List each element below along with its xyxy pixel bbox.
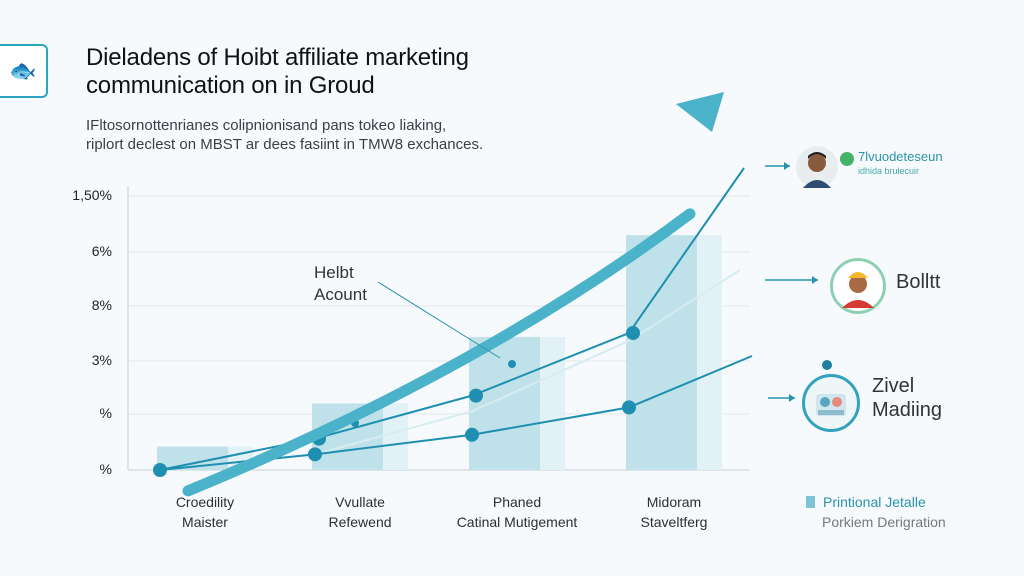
series-point: [469, 388, 483, 403]
x-category-label-line: Vvullate: [335, 494, 385, 510]
pointer-arrowhead: [789, 394, 795, 402]
x-category-label-line: Maister: [182, 514, 228, 530]
person-1-label: 7lvuodeteseun idhida brulecuir: [858, 150, 943, 178]
subtitle-line-1: IFltosornottenrianes colipnionisand pans…: [86, 117, 447, 134]
bar-highlight: [697, 235, 722, 470]
x-category-label: Vvullate Refewend: [270, 492, 450, 532]
pointer-arrowhead: [784, 162, 790, 170]
x-category-label-line: Refewend: [328, 514, 392, 530]
trend-arrow-body: [182, 208, 696, 497]
title-line-2: communication on in Groud: [86, 72, 375, 99]
series-point: [508, 360, 516, 368]
person-3-line-1: Zivel: [872, 375, 915, 397]
bar-highlight: [540, 336, 565, 470]
pin-dot: [822, 360, 832, 370]
person-icon: [803, 152, 831, 188]
trend-arrow: [182, 92, 724, 497]
callout-label: Helbt Acount: [314, 262, 367, 306]
series-point: [308, 447, 322, 462]
y-tick-label: 1,50%: [72, 187, 112, 203]
logo-badge: 🐟: [0, 44, 48, 98]
legend-entry: Printional Jetalle: [806, 492, 946, 512]
callout-line-2: Acount: [314, 285, 367, 304]
legend-label: Printional Jetalle: [823, 494, 926, 510]
y-tick-label: %: [99, 405, 112, 421]
person-avatar-2: [830, 258, 886, 314]
team-icon: [816, 394, 846, 416]
bar: [469, 336, 541, 470]
chart-subtitle: IFltosornottenrianes colipnionisand pans…: [86, 116, 646, 154]
worker-icon: [842, 272, 874, 308]
series-point: [626, 326, 640, 340]
person-2-label: Bolltt: [896, 271, 941, 293]
x-category-label: Croedility Maister: [115, 492, 295, 532]
bars: [157, 235, 722, 470]
person-1-caption: idhida brulecuir: [858, 166, 920, 176]
subtitle-line-2: riplort declest on MBST ar dees fasiint …: [86, 136, 484, 153]
person-3-label: Zivel Madiing: [872, 374, 942, 422]
x-category-label-line: Phaned: [492, 494, 542, 510]
x-category-label: Phaned Catinal Mutigement: [427, 492, 607, 532]
y-tick-label: 8%: [91, 297, 112, 313]
person-3-line-2: Madiing: [872, 399, 943, 421]
series-point: [622, 400, 636, 415]
person-avatar-1: [796, 146, 838, 188]
series-point: [465, 427, 479, 442]
y-tick-label: 3%: [91, 352, 112, 368]
x-category-label: Midoram Staveltferg: [584, 492, 764, 532]
bar: [626, 235, 698, 470]
y-tick-label: %: [99, 461, 112, 477]
x-category-label-line: Catinal Mutigement: [456, 514, 578, 530]
person-1-name: 7lvuodeteseun: [858, 149, 943, 164]
chart-title: Dieladens of Hoibt affiliate marketing c…: [86, 44, 606, 100]
fish-icon: 🐟: [9, 58, 37, 83]
person-avatar-3: [802, 374, 860, 432]
y-tick-label: 6%: [91, 243, 112, 259]
callout-line-1: Helbt: [314, 263, 354, 282]
x-category-label-line: Staveltferg: [640, 514, 708, 530]
x-category-label-line: Midoram: [646, 494, 702, 510]
callout-leader: [377, 281, 501, 359]
x-category-label-line: Croedility: [175, 494, 235, 510]
trend-arrow-head: [676, 92, 724, 132]
status-dot: [840, 152, 854, 166]
title-line-1: Dieladens of Hoibt affiliate marketing: [86, 44, 469, 71]
legend-sublabel: Porkiem Derigration: [822, 514, 946, 530]
legend: Printional Jetalle Porkiem Derigration: [806, 492, 946, 532]
legend-swatch: [806, 496, 815, 508]
annotation-arrows: [377, 162, 818, 402]
pointer-arrowhead: [812, 276, 818, 284]
